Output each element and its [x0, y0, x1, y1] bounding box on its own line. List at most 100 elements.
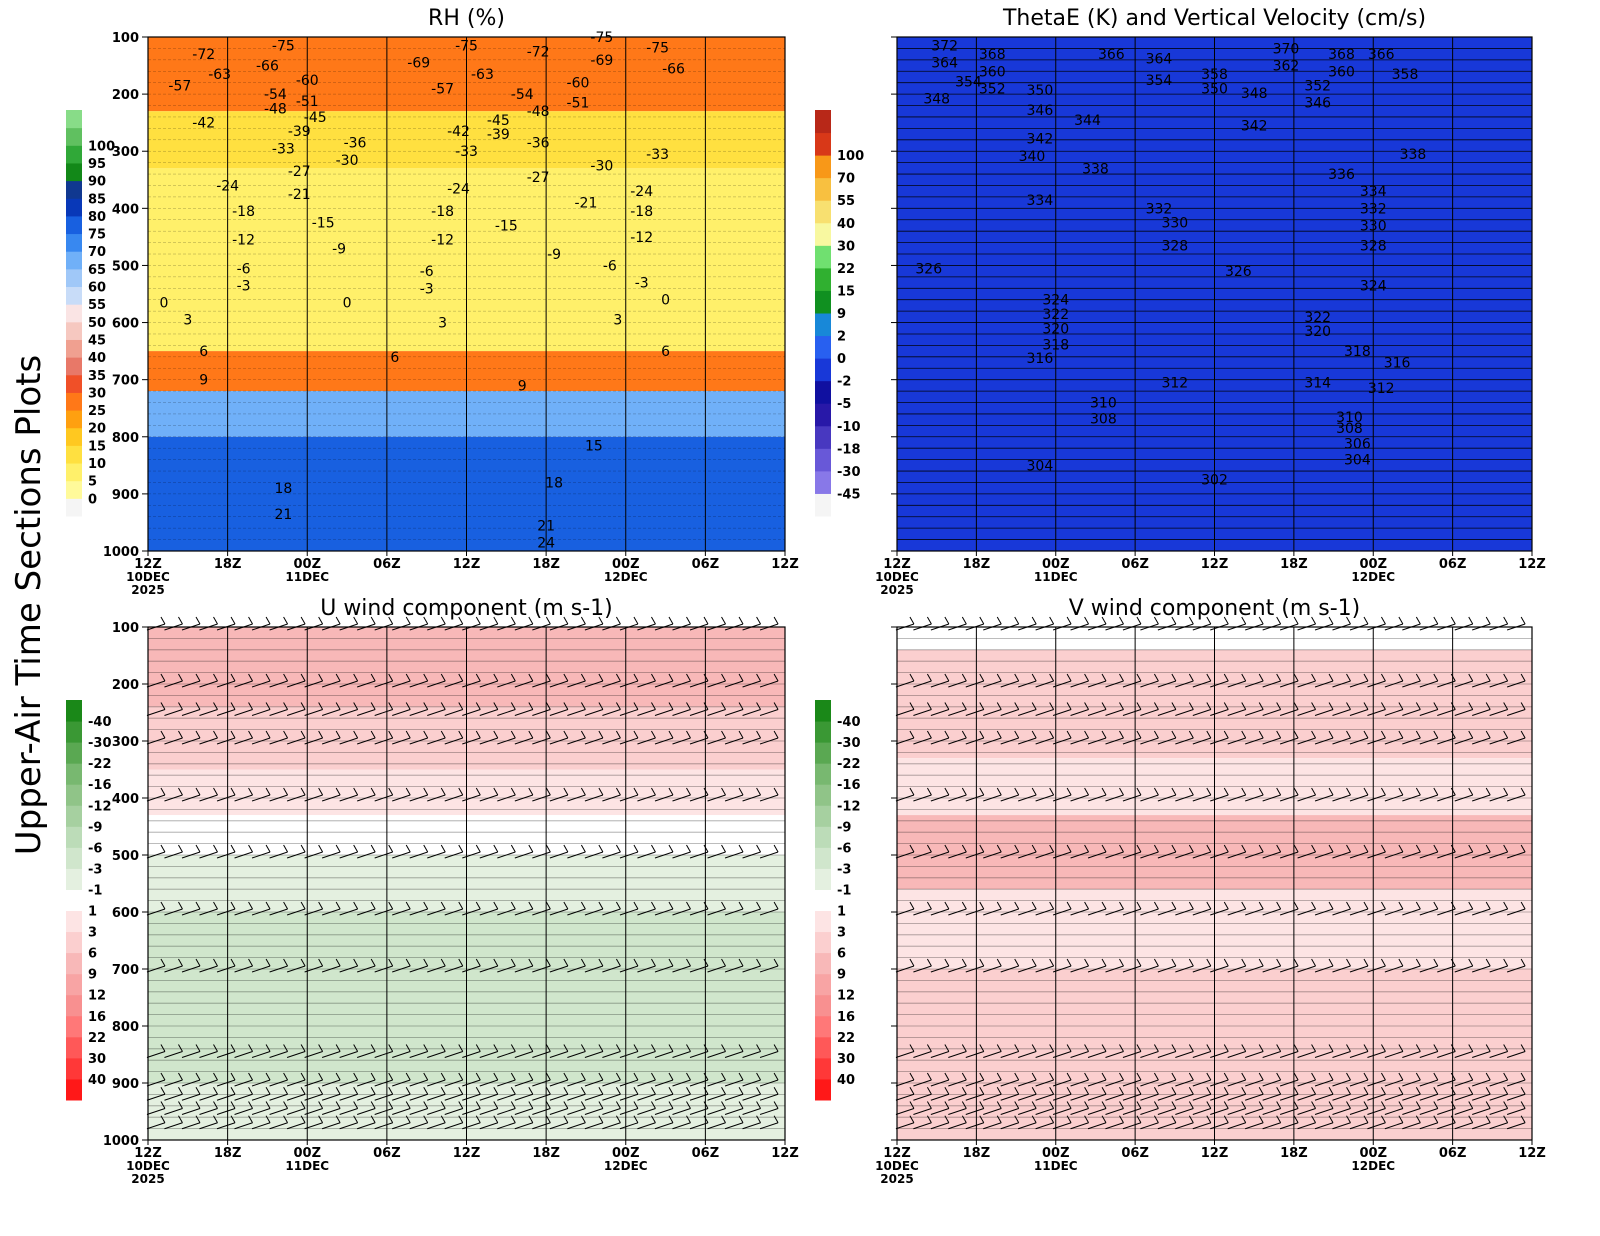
wind-barb	[1314, 787, 1334, 802]
contour-label: -18	[431, 204, 454, 220]
colorbar-swatch	[815, 700, 831, 722]
wind-barb	[965, 901, 985, 916]
wind-barb	[357, 844, 376, 859]
wind-barb	[1506, 901, 1526, 916]
colorbar-swatch	[66, 763, 82, 785]
wind-barb	[339, 673, 359, 688]
wind-barb	[339, 1115, 359, 1130]
wind-barb	[1018, 901, 1037, 916]
pressure-tick-label: 200	[112, 678, 139, 693]
colorbar-swatch	[815, 267, 831, 291]
colorbar-swatch	[66, 127, 82, 146]
wind-barb	[654, 901, 674, 916]
wind-barb	[479, 1072, 499, 1087]
wind-barb	[654, 1115, 674, 1130]
colorbar-swatch	[815, 952, 831, 975]
wind-barb	[759, 730, 779, 745]
wind-barb	[199, 1072, 218, 1087]
colorbar-label: 9	[837, 968, 846, 983]
contour-label: 338	[1082, 161, 1109, 177]
wind-barb	[164, 673, 183, 688]
wind-barb	[1210, 1087, 1229, 1101]
wind-barb	[181, 1072, 201, 1087]
wind-barb	[1489, 901, 1509, 916]
time-tick-label: 06Z	[692, 557, 720, 572]
contour-label: -15	[312, 216, 335, 232]
wind-barb	[164, 787, 183, 802]
wind-barb	[199, 901, 218, 916]
wind-barb	[462, 1087, 481, 1101]
wind-barb	[234, 1115, 253, 1130]
colorbar-swatch	[815, 448, 831, 472]
wind-barb	[1157, 1044, 1177, 1058]
wind-barb	[1245, 787, 1264, 802]
wind-barb	[1472, 1115, 1491, 1130]
contour-label: 330	[1161, 216, 1188, 232]
wind-barb	[374, 1101, 394, 1115]
wind-barb	[602, 1072, 621, 1087]
wind-barb	[1489, 844, 1509, 859]
contour-label: 304	[1027, 458, 1054, 474]
wind-barb	[357, 901, 376, 916]
wind-barb	[1227, 1072, 1247, 1087]
wind-barb	[1210, 1044, 1229, 1058]
contour-label: -6	[603, 258, 617, 274]
wind-barb	[1402, 1087, 1421, 1101]
wind-barb	[479, 787, 499, 802]
colorbar-label: -16	[837, 778, 861, 793]
wind-barb	[602, 901, 621, 916]
wind-barb	[619, 702, 639, 716]
wind-barb	[948, 1044, 967, 1058]
wind-barb	[1018, 958, 1037, 973]
wind-barb	[759, 787, 779, 802]
wind-barb	[1314, 702, 1334, 716]
wind-barb	[549, 1115, 569, 1130]
wind-barb	[1035, 1044, 1055, 1058]
wind-barb	[654, 673, 674, 688]
wind-barb	[619, 1101, 639, 1115]
wind-barb	[234, 1101, 253, 1115]
wind-barb	[1314, 958, 1334, 973]
time-tick-label: 18Z	[532, 557, 560, 572]
colorbar-swatch	[815, 200, 831, 224]
colorbar-swatch	[66, 784, 82, 806]
wind-barb	[497, 1101, 516, 1115]
wind-barb	[1105, 673, 1124, 688]
wind-barb	[948, 673, 967, 688]
wind-barb	[1122, 1044, 1142, 1058]
wind-barb	[1210, 673, 1229, 688]
wind-barb	[444, 958, 464, 973]
wind-barb	[462, 844, 481, 859]
wind-barb	[374, 1115, 394, 1130]
wind-barb	[1367, 1101, 1386, 1115]
wind-barb	[357, 1072, 376, 1087]
wind-barb	[269, 673, 289, 688]
pressure-tick-label: 1000	[103, 545, 139, 560]
wind-barb	[427, 702, 446, 716]
colorbar-label: 10	[88, 457, 106, 472]
wind-barb	[251, 787, 271, 802]
contour-label: 334	[1027, 193, 1054, 209]
wind-barb	[1454, 702, 1474, 716]
contour-label: -75	[590, 30, 613, 46]
wind-barb	[913, 1101, 932, 1115]
colorbar-label: -1	[837, 883, 851, 898]
colorbar-label: 35	[88, 369, 106, 384]
wind-barb	[1087, 1072, 1107, 1087]
contour-label: 352	[979, 81, 1006, 97]
wind-barb	[392, 1072, 411, 1087]
contour-label: 354	[1146, 73, 1173, 89]
wind-barb	[1035, 673, 1055, 688]
contour-label: 316	[1027, 351, 1054, 367]
colorbar-label: -30	[837, 465, 861, 480]
wind-barb	[199, 787, 218, 802]
contour-label: -54	[264, 87, 287, 103]
wind-barb	[286, 958, 306, 973]
wind-barb	[1489, 673, 1509, 688]
wind-barb	[339, 1101, 359, 1115]
time-tick-label: 18Z	[214, 1146, 242, 1161]
wind-barb	[654, 1101, 674, 1115]
wind-barb	[759, 1087, 779, 1101]
time-tick-label: 18Z	[214, 557, 242, 572]
